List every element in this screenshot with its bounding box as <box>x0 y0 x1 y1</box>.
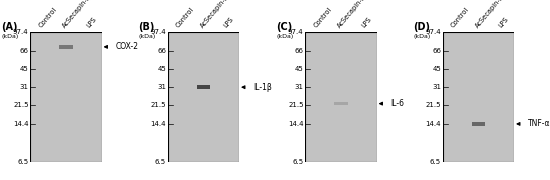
Text: 14.4: 14.4 <box>151 121 166 127</box>
Text: Control: Control <box>450 6 470 29</box>
Text: LPS: LPS <box>223 16 235 29</box>
Text: AcSecapin-S1: AcSecapin-S1 <box>199 0 233 29</box>
Text: Control: Control <box>312 6 333 29</box>
Bar <box>197 85 210 89</box>
Text: (kDa): (kDa) <box>276 34 293 39</box>
Text: IL-6: IL-6 <box>390 99 404 108</box>
Text: 31: 31 <box>295 84 304 90</box>
Text: (kDa): (kDa) <box>1 34 18 39</box>
Text: (B): (B) <box>139 21 155 31</box>
Bar <box>334 102 348 105</box>
Text: 66: 66 <box>295 48 304 54</box>
Text: 21.5: 21.5 <box>151 102 166 108</box>
Text: TNF-α: TNF-α <box>528 119 550 128</box>
Text: 21.5: 21.5 <box>426 102 441 108</box>
Text: 31: 31 <box>157 84 166 90</box>
Text: 21.5: 21.5 <box>13 102 29 108</box>
Text: (A): (A) <box>1 21 18 31</box>
Text: 31: 31 <box>432 84 441 90</box>
Text: 6.5: 6.5 <box>155 159 166 165</box>
Text: 45: 45 <box>295 66 304 72</box>
Text: LPS: LPS <box>498 16 510 29</box>
Text: 45: 45 <box>20 66 29 72</box>
Text: (kDa): (kDa) <box>414 34 431 39</box>
Text: IL-1β: IL-1β <box>253 83 272 92</box>
Bar <box>472 122 485 126</box>
Text: 6.5: 6.5 <box>18 159 29 165</box>
Text: 21.5: 21.5 <box>288 102 304 108</box>
Text: LPS: LPS <box>360 16 372 29</box>
Text: Control: Control <box>37 6 58 29</box>
Text: 66: 66 <box>432 48 441 54</box>
Bar <box>59 45 73 49</box>
Text: 14.4: 14.4 <box>426 121 441 127</box>
Text: 45: 45 <box>432 66 441 72</box>
Text: AcSecapin-S1: AcSecapin-S1 <box>474 0 508 29</box>
Text: 6.5: 6.5 <box>293 159 304 165</box>
Text: Control: Control <box>175 6 195 29</box>
Text: 97.4: 97.4 <box>151 29 166 35</box>
Text: 97.4: 97.4 <box>426 29 441 35</box>
Text: 14.4: 14.4 <box>288 121 304 127</box>
Text: 6.5: 6.5 <box>430 159 441 165</box>
Text: LPS: LPS <box>85 16 97 29</box>
Text: AcSecapin-S1: AcSecapin-S1 <box>337 0 370 29</box>
Text: 97.4: 97.4 <box>288 29 304 35</box>
Text: 66: 66 <box>157 48 166 54</box>
Text: AcSecapin-S1: AcSecapin-S1 <box>62 0 95 29</box>
Text: COX-2: COX-2 <box>116 42 139 51</box>
Text: 45: 45 <box>157 66 166 72</box>
Text: (D): (D) <box>414 21 431 31</box>
Text: 97.4: 97.4 <box>13 29 29 35</box>
Text: (kDa): (kDa) <box>139 34 156 39</box>
Text: 14.4: 14.4 <box>13 121 29 127</box>
Text: (C): (C) <box>276 21 293 31</box>
Text: 66: 66 <box>20 48 29 54</box>
Text: 31: 31 <box>20 84 29 90</box>
